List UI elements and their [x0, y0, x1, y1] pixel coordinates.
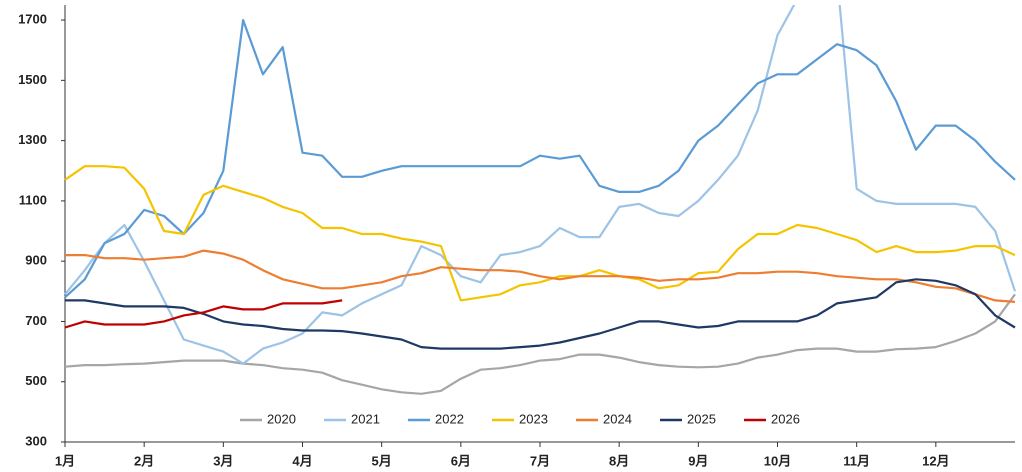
series-line — [65, 249, 1016, 303]
series-line — [65, 278, 1016, 350]
x-tick-label: 7月 — [530, 453, 550, 468]
legend-label: 2020 — [267, 411, 296, 426]
x-tick-label: 8月 — [609, 453, 629, 468]
x-tick-label: 10月 — [764, 453, 791, 468]
plot-area — [64, 5, 1017, 395]
x-tick-label: 2月 — [134, 453, 154, 468]
x-tick-label: 12月 — [922, 453, 949, 468]
series-line — [64, 293, 1016, 395]
series-line — [64, 5, 1017, 365]
series-line — [64, 19, 1016, 299]
series-line — [64, 299, 343, 329]
y-tick-label: 1300 — [18, 132, 47, 147]
x-tick-label: 3月 — [213, 453, 233, 468]
legend-label: 2024 — [603, 411, 632, 426]
legend-label: 2023 — [519, 411, 548, 426]
x-tick-label: 5月 — [372, 453, 392, 468]
x-tick-label: 11月 — [843, 453, 870, 468]
y-tick-label: 300 — [25, 433, 47, 448]
y-tick-label: 1700 — [18, 12, 47, 27]
y-tick-label: 500 — [25, 373, 47, 388]
series-line — [64, 165, 1016, 302]
y-tick-label: 1500 — [18, 72, 47, 87]
legend-label: 2025 — [687, 411, 716, 426]
legend-label: 2022 — [435, 411, 464, 426]
x-tick-label: 1月 — [55, 453, 75, 468]
x-tick-label: 9月 — [688, 453, 708, 468]
legend-label: 2021 — [351, 411, 380, 426]
y-tick-label: 1100 — [19, 192, 47, 207]
x-tick-label: 4月 — [292, 453, 312, 468]
legend-label: 2026 — [771, 411, 800, 426]
x-tick-label: 6月 — [451, 453, 471, 468]
y-tick-label: 700 — [25, 313, 47, 328]
y-tick-label: 900 — [25, 253, 47, 268]
